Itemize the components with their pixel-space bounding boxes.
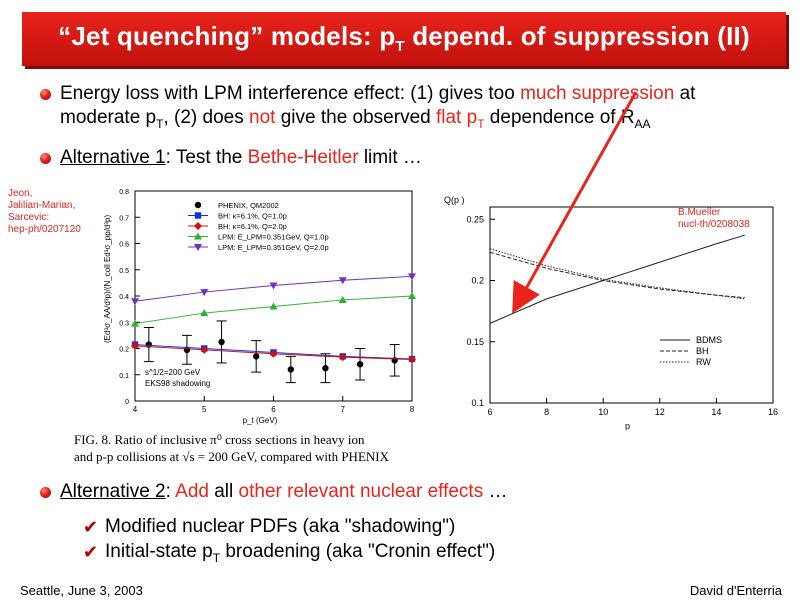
data-point — [269, 349, 278, 358]
y-tick-label: 0.3 — [119, 320, 129, 327]
data-point — [408, 273, 416, 281]
checkmark-icon: ✔ — [83, 542, 99, 562]
legend-marker — [194, 222, 202, 230]
data-point — [200, 289, 209, 297]
data-point — [287, 366, 295, 373]
x-tick-label: 7 — [341, 405, 346, 414]
y-tick-label: 0 — [125, 399, 129, 406]
chart-right: 6 8 10 12 14 16 0.1 0.15 0.2 0.25 Q(p ) p BDMSBHR… — [444, 195, 778, 430]
y-tick-label: 0.1 — [471, 398, 484, 408]
data-point — [322, 364, 329, 372]
x-axis-label: p_t (GeV) — [243, 416, 278, 425]
x-tick-label: 8 — [544, 407, 549, 417]
data-point — [408, 292, 416, 299]
bullet-icon — [40, 89, 51, 100]
bullet3-text: Alternative 2: Add all other relevant nu… — [60, 481, 508, 502]
ref-left: Jeon, Jalilian-Marian, Sarcevic: hep-ph/020… — [8, 188, 81, 235]
x-tick-label: 4 — [133, 405, 138, 414]
chart-left: 4 5 6 7 8 0 0.1 0.2 0.3 0.4 0.5 0.6 0.7 0.8 (Ed³σ_AA/… — [103, 189, 416, 425]
data-point — [131, 319, 139, 327]
legend-label: LPM: E_LPM=0.351GeV, Q=1.0p — [218, 233, 329, 242]
y-tick-label: 0.2 — [471, 276, 484, 286]
x-tick-label: 6 — [271, 405, 276, 414]
x-tick-label: 10 — [598, 407, 608, 417]
y-tick-label: 0.4 — [119, 294, 129, 301]
check-item: Modified nuclear PDFs (aka "shadowing") — [105, 516, 456, 537]
x-tick-label: 16 — [768, 407, 778, 417]
legend-label: BH: κ=6.1%, Q=2.0p — [218, 222, 287, 231]
y-tick-label: 0.7 — [119, 215, 129, 222]
data-point — [131, 341, 139, 350]
y-tick-label: 0.15 — [466, 337, 484, 347]
y-axis-label: (Ed³σ_AA/d³p)/(N_coll Ed³σ_pp/d³p) — [103, 215, 112, 343]
legend-label: BDMS — [696, 335, 722, 345]
slide-title: “Jet quenching” models: pT depend. of su… — [58, 21, 750, 56]
footer-right: David d'Enterria — [689, 583, 782, 598]
data-point — [338, 353, 347, 362]
data-point — [338, 277, 347, 285]
legend-label: BH: κ=6.1%, Q=1.0p — [218, 212, 287, 221]
y-axis-label: Q(p ) — [444, 195, 465, 205]
x-tick-label: 8 — [410, 405, 415, 414]
bullet-icon — [40, 153, 51, 164]
ref-right: B.Mueller nucl-th/0208038 — [678, 207, 750, 230]
data-point — [200, 309, 209, 317]
figure-caption: FIG. 8. Ratio of inclusive π⁰ cross sect… — [74, 432, 389, 464]
title-bar — [22, 12, 786, 66]
data-point — [356, 361, 364, 368]
data-point — [269, 282, 278, 290]
data-point — [408, 355, 416, 364]
data-point — [131, 298, 139, 306]
data-point — [200, 345, 209, 354]
x-tick-label: 14 — [711, 407, 721, 417]
footer-left: Seattle, June 3, 2003 — [20, 583, 143, 598]
check-item: Initial-state pT broadening (aka "Cronin… — [105, 541, 496, 565]
x-tick-label: 6 — [487, 407, 492, 417]
data-point — [338, 295, 347, 303]
series-line — [489, 251, 745, 299]
data-point — [183, 346, 191, 354]
data-point — [269, 302, 278, 310]
legend-label: BH — [696, 346, 709, 356]
x-tick-label: 5 — [202, 405, 207, 414]
legend-label: PHENIX, QM2002 — [218, 201, 279, 210]
legend-marker — [194, 212, 202, 219]
bullet1-line1: Energy loss with LPM interference effect… — [60, 83, 696, 104]
x-tick-label: 12 — [655, 407, 665, 417]
x-axis-label: p — [625, 421, 630, 430]
y-tick-label: 0.2 — [119, 347, 129, 354]
data-point — [218, 338, 225, 346]
bullet1-line2: moderate pT, (2) does not give the obser… — [60, 107, 651, 131]
y-tick-label: 0.25 — [466, 214, 484, 224]
y-tick-label: 0.1 — [119, 373, 129, 380]
legend-label: RW — [696, 357, 711, 367]
annotation: s^1/2=200 GeV — [145, 368, 201, 377]
legend-label: LPM: E_LPM=0.351GeV, Q=2.0p — [218, 243, 329, 252]
bullet2-text: Alternative 1: Test the Bethe-Heitler li… — [60, 147, 422, 168]
checkmark-icon: ✔ — [83, 517, 99, 537]
legend-marker — [194, 244, 202, 251]
y-tick-label: 0.5 — [119, 268, 129, 275]
plot-frame — [489, 206, 774, 404]
series-line — [489, 248, 745, 300]
y-tick-label: 0.8 — [119, 189, 129, 196]
y-tick-label: 0.6 — [119, 242, 129, 249]
legend-marker — [194, 232, 202, 240]
annotation: EKS98 shadowing — [145, 379, 210, 388]
legend-marker — [194, 201, 202, 209]
data-point — [252, 353, 260, 360]
bullet-icon — [40, 487, 51, 498]
